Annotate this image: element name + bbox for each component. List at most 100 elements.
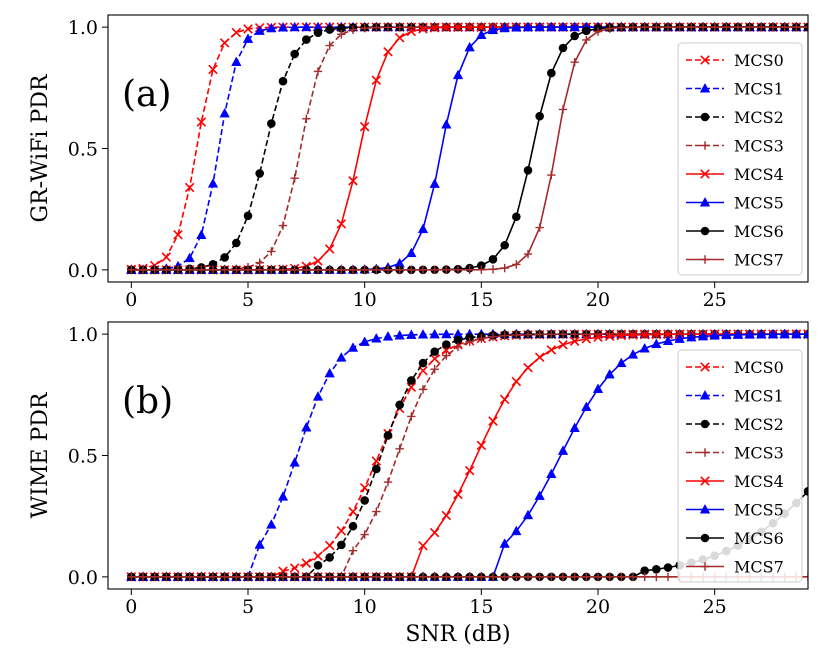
data-point	[360, 265, 369, 275]
data-point	[779, 328, 790, 339]
data-point	[417, 329, 429, 339]
data-point	[325, 25, 334, 34]
data-point	[628, 572, 638, 582]
data-point	[604, 368, 615, 379]
data-point	[302, 572, 311, 582]
data-point	[243, 24, 253, 34]
data-point	[663, 563, 673, 572]
data-point	[219, 38, 230, 48]
x-tick-label: 10	[353, 289, 377, 311]
data-point	[803, 487, 808, 496]
plot-area	[126, 328, 808, 582]
legend-marker	[700, 419, 710, 429]
data-point	[395, 265, 404, 275]
data-point	[593, 332, 603, 343]
data-point	[290, 49, 299, 59]
data-point	[162, 572, 171, 582]
data-point	[709, 330, 720, 340]
data-point	[242, 33, 254, 43]
legend-marker	[700, 533, 710, 543]
data-point	[687, 22, 696, 32]
data-point	[220, 253, 229, 262]
data-point	[336, 352, 347, 362]
legend-label-mcs6: MCS6	[734, 529, 784, 548]
data-point	[558, 105, 568, 114]
data-point	[289, 457, 300, 467]
legend-marker	[699, 82, 711, 93]
data-point	[150, 265, 159, 275]
legend-marker	[700, 448, 710, 457]
data-point	[348, 265, 358, 275]
data-point	[803, 22, 808, 32]
data-point	[780, 22, 789, 32]
data-point	[757, 22, 766, 32]
legend-marker	[699, 503, 711, 514]
y-axis-label: GR-WiFi PDR	[28, 73, 53, 222]
data-point	[721, 329, 732, 340]
data-point	[301, 421, 312, 432]
legend-box	[677, 349, 803, 583]
data-point	[476, 440, 487, 451]
data-point	[324, 367, 335, 378]
data-point	[617, 23, 626, 32]
data-point	[208, 265, 218, 275]
data-point	[453, 489, 463, 500]
panel-label: (a)	[122, 74, 172, 115]
data-point	[651, 329, 662, 340]
data-point	[255, 169, 264, 178]
data-point	[674, 333, 685, 343]
data-point	[616, 357, 627, 368]
data-point	[255, 265, 264, 275]
data-point	[266, 22, 277, 33]
data-point	[383, 477, 393, 487]
data-point	[767, 328, 779, 339]
data-point	[371, 332, 382, 343]
data-point	[418, 572, 428, 582]
legend-label-mcs4: MCS4	[734, 472, 784, 491]
data-point	[557, 445, 569, 455]
data-point	[511, 376, 522, 387]
data-point	[733, 22, 743, 32]
data-point	[313, 28, 323, 38]
data-point	[313, 551, 323, 561]
data-point	[302, 265, 311, 275]
data-point	[267, 119, 276, 128]
data-point	[313, 265, 323, 275]
panel-label: (b)	[122, 381, 173, 422]
data-point	[604, 331, 615, 341]
legend-marker	[700, 112, 710, 122]
data-point	[383, 431, 393, 440]
data-point	[407, 376, 416, 385]
legend-marker	[699, 196, 711, 207]
data-point	[792, 22, 801, 32]
data-point	[640, 572, 649, 582]
data-point	[547, 572, 556, 582]
data-point	[324, 540, 335, 551]
data-point	[208, 64, 218, 75]
legend-marker	[700, 476, 710, 486]
data-point	[534, 490, 545, 500]
data-point	[406, 247, 417, 258]
data-point	[570, 31, 579, 41]
data-point	[675, 22, 684, 32]
data-point	[569, 422, 580, 432]
data-point	[266, 519, 277, 529]
data-point	[312, 391, 324, 401]
data-point	[383, 23, 393, 32]
data-point	[488, 572, 498, 582]
data-point	[477, 334, 486, 343]
data-point	[232, 572, 241, 582]
data-point	[196, 117, 207, 127]
data-point	[383, 572, 393, 582]
data-point	[791, 328, 802, 339]
data-point	[232, 265, 241, 275]
data-point	[639, 329, 650, 340]
data-point	[546, 21, 557, 32]
data-point	[348, 572, 358, 582]
data-point	[477, 572, 486, 582]
data-point	[744, 329, 755, 339]
legend-marker	[700, 169, 710, 179]
data-point	[418, 265, 428, 275]
data-point	[395, 22, 404, 32]
data-point	[570, 329, 579, 339]
